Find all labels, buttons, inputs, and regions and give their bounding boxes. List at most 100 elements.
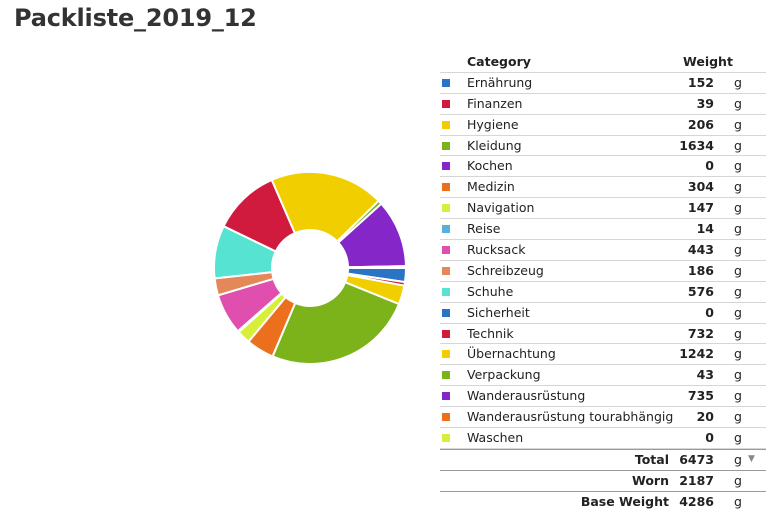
total-row-base-weight: Base Weight 4286 g xyxy=(440,490,766,512)
category-row[interactable]: Übernachtung 1242 g xyxy=(440,344,766,366)
weight-unit: g xyxy=(734,74,742,90)
unit-dropdown-icon[interactable]: ▼ xyxy=(748,453,755,464)
category-row[interactable]: Wanderausrüstung tourabhängig 20 g xyxy=(440,407,766,429)
category-row[interactable]: Ernährung 152 g xyxy=(440,73,766,94)
category-name: Schreibzeug xyxy=(467,262,544,278)
category-weight: 304 xyxy=(687,179,714,195)
category-row[interactable]: Wanderausrüstung 735 g xyxy=(440,386,766,408)
category-name: Navigation xyxy=(467,200,535,216)
donut-slice[interactable] xyxy=(346,265,408,269)
category-row[interactable]: Reise 14 g xyxy=(440,219,766,241)
color-swatch xyxy=(442,434,450,443)
weight-unit: g xyxy=(734,137,742,153)
total-label: Base Weight xyxy=(580,493,669,509)
weight-unit: g xyxy=(734,304,742,320)
category-row[interactable]: Schreibzeug 186 g xyxy=(440,261,766,282)
category-row[interactable]: Kochen 0 g xyxy=(440,156,766,178)
category-name: Medizin xyxy=(467,179,515,195)
total-unit: g xyxy=(734,493,742,509)
category-name: Reise xyxy=(467,221,501,237)
total-value: 4286 xyxy=(679,493,714,509)
weight-unit: g xyxy=(734,283,742,299)
category-row[interactable]: Verpackung 43 g xyxy=(440,365,766,387)
category-weight: 1634 xyxy=(679,137,714,153)
category-name: Kochen xyxy=(467,158,513,174)
category-name: Finanzen xyxy=(467,95,523,111)
donut-slice[interactable] xyxy=(271,280,401,365)
weight-unit: g xyxy=(734,325,742,341)
weight-unit: g xyxy=(734,200,742,216)
category-row[interactable]: Navigation 147 g xyxy=(440,198,766,220)
category-weight: 1242 xyxy=(679,346,714,362)
category-weight: 152 xyxy=(687,74,714,90)
page-title: Packliste_2019_12 xyxy=(14,4,257,32)
color-swatch xyxy=(442,413,450,422)
color-swatch xyxy=(442,141,450,150)
color-swatch xyxy=(442,329,450,338)
category-table: Category Weight Ernährung 152 g Finanzen 39 g… xyxy=(440,52,766,512)
category-name: Ernährung xyxy=(467,74,533,90)
category-row[interactable]: Waschen 0 g xyxy=(440,428,766,449)
weight-unit: g xyxy=(734,367,742,383)
total-label: Total xyxy=(634,451,669,467)
category-name: Verpackung xyxy=(467,367,541,383)
category-name: Wanderausrüstung tourabhängig xyxy=(467,409,674,425)
category-row[interactable]: Hygiene 206 g xyxy=(440,115,766,136)
weight-unit: g xyxy=(734,158,742,174)
category-weight: 732 xyxy=(687,325,714,341)
category-weight: 39 xyxy=(696,95,714,111)
category-name: Sicherheit xyxy=(467,304,530,320)
category-row[interactable]: Finanzen 39 g xyxy=(440,94,766,115)
category-weight: 206 xyxy=(687,116,714,132)
weight-unit: g xyxy=(734,95,742,111)
weight-unit: g xyxy=(734,409,742,425)
category-weight: 0 xyxy=(705,304,714,320)
category-row[interactable]: Medizin 304 g xyxy=(440,177,766,199)
total-unit: g xyxy=(734,472,742,488)
color-swatch xyxy=(442,225,450,234)
weight-unit: g xyxy=(734,179,742,195)
color-swatch xyxy=(442,78,450,87)
category-row[interactable]: Kleidung 1634 g xyxy=(440,136,766,157)
category-name: Kleidung xyxy=(467,137,522,153)
category-weight: 43 xyxy=(696,367,714,383)
category-header: Category xyxy=(467,54,531,69)
category-weight: 735 xyxy=(687,388,714,404)
category-name: Schuhe xyxy=(467,283,514,299)
color-swatch xyxy=(442,266,450,275)
weight-unit: g xyxy=(734,388,742,404)
category-weight: 0 xyxy=(705,430,714,446)
weight-unit: g xyxy=(734,221,742,237)
weight-unit: g xyxy=(734,262,742,278)
weight-unit: g xyxy=(734,346,742,362)
color-swatch xyxy=(442,371,450,380)
category-name: Rucksack xyxy=(467,242,526,258)
category-weight: 0 xyxy=(705,158,714,174)
category-weight: 186 xyxy=(687,262,714,278)
total-row-total: Total 6473 g ▼ xyxy=(440,448,766,470)
color-swatch xyxy=(442,183,450,192)
category-name: Übernachtung xyxy=(467,346,556,362)
total-value: 6473 xyxy=(679,451,714,467)
total-value: 2187 xyxy=(679,472,714,488)
color-swatch xyxy=(442,120,450,129)
weight-unit: g xyxy=(734,116,742,132)
color-swatch xyxy=(442,99,450,108)
donut-slice[interactable] xyxy=(270,171,381,243)
color-swatch xyxy=(442,350,450,359)
category-weight: 443 xyxy=(687,242,714,258)
weight-header: Weight xyxy=(683,54,733,69)
category-weight: 20 xyxy=(696,409,714,425)
weight-unit: g xyxy=(734,242,742,258)
category-row[interactable]: Rucksack 443 g xyxy=(440,240,766,261)
category-name: Technik xyxy=(467,325,514,341)
category-name: Waschen xyxy=(467,430,524,446)
total-label: Worn xyxy=(632,472,669,488)
color-swatch xyxy=(442,287,450,296)
category-row[interactable]: Schuhe 576 g xyxy=(440,282,766,303)
color-swatch xyxy=(442,204,450,213)
category-row[interactable]: Technik 732 g xyxy=(440,324,766,345)
category-weight: 147 xyxy=(687,200,714,216)
category-row[interactable]: Sicherheit 0 g xyxy=(440,303,766,324)
category-weight: 576 xyxy=(687,283,714,299)
